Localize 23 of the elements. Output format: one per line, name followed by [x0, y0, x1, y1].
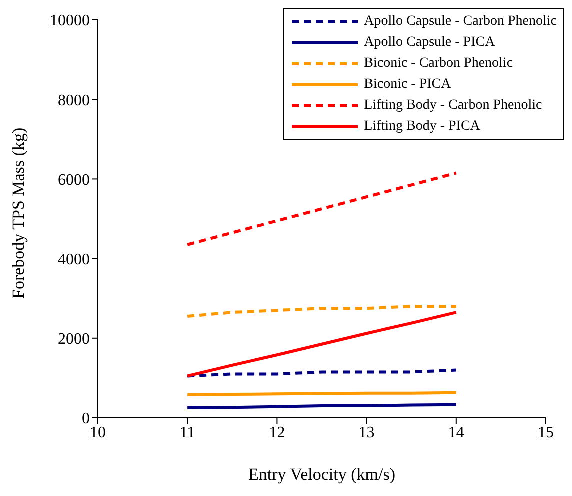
y-tick-label: 10000	[50, 12, 90, 30]
legend-label: Biconic - PICA	[364, 76, 452, 92]
y-tick-label: 4000	[58, 251, 90, 268]
legend-label: Apollo Capsule - Carbon Phenolic	[364, 14, 557, 30]
y-tick-label: 2000	[58, 331, 90, 348]
x-tick-label: 12	[269, 424, 286, 442]
x-tick-label: 11	[180, 424, 196, 442]
line-series	[186, 305, 458, 318]
y-tick-label: 6000	[58, 172, 90, 189]
x-tick-label: 14	[448, 424, 464, 442]
x-tick-label: 13	[358, 424, 375, 442]
y-tick-label: 8000	[58, 92, 90, 110]
legend-label: Lifting Body - Carbon Phenolic	[364, 98, 542, 114]
line-series	[186, 172, 458, 246]
line-series	[186, 311, 458, 378]
legend-label: Lifting Body - PICA	[364, 118, 480, 134]
y-axis-title: Forebody TPS Mass (kg)	[9, 128, 28, 299]
x-tick-label: 10	[90, 424, 106, 442]
x-tick-label: 15	[538, 424, 554, 442]
legend-label: Apollo Capsule - PICA	[364, 34, 496, 50]
x-axis-title: Entry Velocity (km/s)	[248, 465, 396, 484]
y-tick-label: 0	[82, 410, 90, 428]
legend-label: Biconic - Carbon Phenolic	[364, 56, 514, 72]
